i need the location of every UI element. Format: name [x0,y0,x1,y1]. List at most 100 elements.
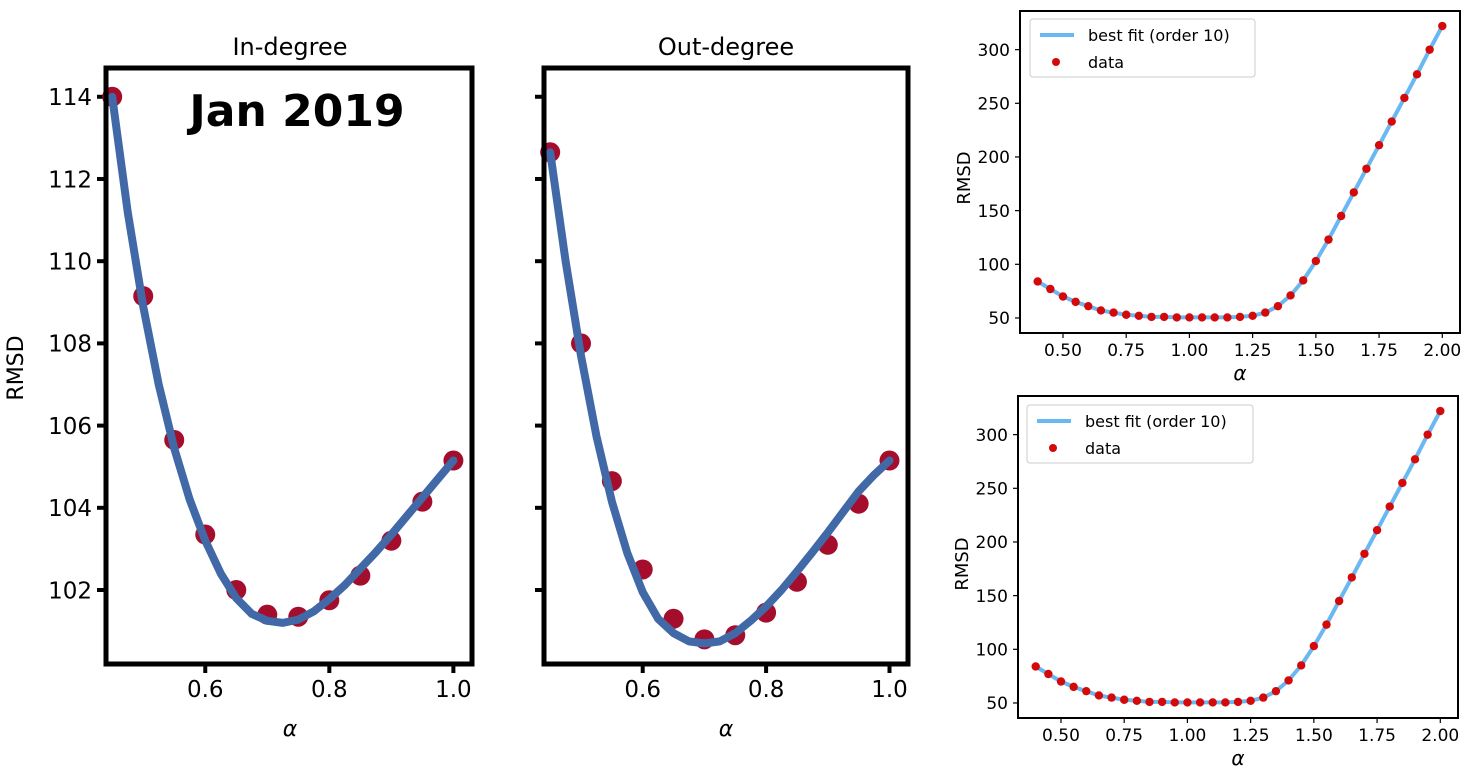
y-tick-label: 114 [48,85,92,111]
y-tick-label: 250 [976,479,1008,499]
fit-line [546,148,894,648]
plot-frame [541,65,911,667]
data-point [1324,235,1333,244]
data-point [1197,313,1207,322]
data-point [1223,313,1232,322]
x-tick-label: 1.00 [1170,341,1208,361]
x-tick-label: 0.8 [311,677,348,703]
legend-data-label: data [1088,53,1124,72]
data-point [1159,312,1169,322]
data-point [1261,308,1270,317]
panel-out-degree: Out-degree α 0.6 0.8 1.0 [535,33,911,742]
in-degree-xlabel: α [283,717,298,742]
y-tick-label: 100 [976,640,1008,660]
data-point [1132,696,1142,706]
data-point [1349,188,1358,197]
data-point [1145,697,1154,707]
data-point [1425,45,1434,54]
y-tick-label: 250 [978,94,1010,114]
data-point [1122,310,1131,319]
legend-box [1029,18,1256,78]
x-tick-label: 0.50 [1042,726,1080,746]
data-point [1235,312,1245,322]
data-point [1299,276,1308,285]
data-point [1284,676,1293,685]
data-point [1233,697,1243,707]
x-tick-label: 0.75 [1105,726,1143,746]
data-point [1058,292,1068,301]
data-point [1147,312,1156,322]
data-point [1069,682,1078,692]
x-tick-label: 0.50 [1044,341,1082,361]
y-tick-label: 300 [976,426,1008,446]
x-tick-label: 1.0 [871,677,908,703]
x-tick-label: 1.75 [1358,726,1396,746]
data-point [1246,696,1255,706]
data-point [1412,70,1422,79]
data-point [1387,117,1396,126]
data-point [1210,313,1219,322]
data-point [1286,291,1295,300]
data-point [1084,301,1093,311]
fit-top-xlabel: α [1233,361,1246,385]
data-point [1297,661,1306,670]
data-point [1400,93,1409,103]
data-point [1347,573,1356,582]
data-point [1109,308,1118,317]
legend-fit-label: best fit (order 10) [1088,26,1230,45]
in-degree-ylabel: RMSD [4,335,29,400]
legend-box [1026,404,1254,464]
y-tick-label: 300 [978,41,1010,61]
data-point [1374,140,1384,150]
axes: 102 104 106 108 110 112 114 0.6 0.8 1.0 [48,85,472,703]
data-point [1248,311,1257,321]
data-point [1436,406,1445,416]
x-tick-label: 1.50 [1297,341,1335,361]
data-point [1362,164,1371,173]
data-point [1309,641,1319,651]
data-point [1385,502,1394,511]
y-tick-label: 106 [48,414,92,440]
legend-data-swatch [1049,444,1057,452]
y-tick-label: 200 [976,533,1008,553]
data-point [1410,455,1420,464]
data-point [1423,430,1432,439]
data-point [1170,698,1179,707]
data-point [1096,306,1106,315]
y-tick-label: 108 [48,332,92,358]
data-point [1082,686,1091,696]
panel-in-degree: In-degree Jan 2019 α RMSD 102 104 106 108 11… [4,33,475,742]
y-tick-label: 102 [48,578,92,604]
x-tick-label: 1.00 [1168,726,1206,746]
fit-top-legend: best fit (order 10) data [1029,18,1256,78]
y-tick-label: 150 [976,587,1008,607]
data-point [1046,284,1055,294]
data-point [1044,669,1053,679]
x-tick-label: 0.6 [624,677,661,703]
data-point [1172,313,1181,322]
data-point [1031,662,1040,671]
y-tick-label: 112 [48,167,92,193]
legend-data-swatch [1052,58,1060,66]
data-point [1334,596,1344,606]
y-tick-label: 104 [48,496,92,522]
axes: 50 100 150 200 250 300 0.50 0.75 1.00 1.25 1.50 1.7… [978,41,1462,361]
date-annotation: Jan 2019 [186,86,404,137]
data-point [1273,301,1283,311]
plot-frame [1019,10,1461,334]
y-tick-label: 50 [988,309,1010,329]
fit-line [108,92,458,627]
out-degree-xlabel: α [719,717,734,742]
x-tick-label: 1.50 [1295,726,1333,746]
data-point [1134,311,1144,321]
axes: 50 100 150 200 250 300 0.50 0.75 1.00 1.25 1.50 1.7… [976,426,1460,746]
data-point [1195,698,1205,707]
data-point [1271,686,1281,696]
x-tick-label: 2.00 [1421,726,1459,746]
data-point [1033,277,1042,286]
fit-top-ylabel: RMSD [954,151,975,204]
panel-fit-top: α RMSD 50 100 150 200 250 300 0.50 0.75 1.00 1.25… [954,10,1462,385]
data-point [1372,525,1382,535]
data-point [1336,211,1346,221]
